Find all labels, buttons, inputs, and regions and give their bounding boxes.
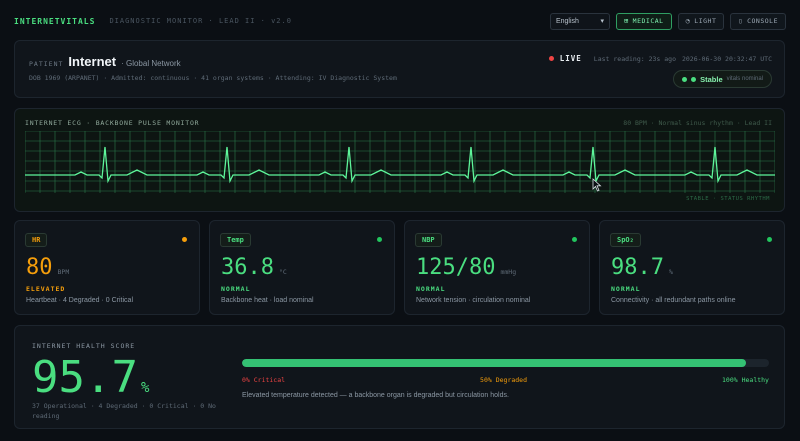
ecg-info: 80 BPM · Normal sinus rhythm · Lead II	[623, 119, 772, 127]
sun-icon: ◔	[685, 17, 691, 25]
medical-mode-button[interactable]: ⊞ MEDICAL	[615, 12, 672, 30]
ecg-title: INTERNET ECG · BACKBONE PULSE MONITOR	[25, 119, 200, 127]
vital-unit: %	[668, 268, 673, 276]
app-subtitle: DIAGNOSTIC MONITOR · LEAD II · v2.0	[109, 17, 292, 25]
health-score-unit: %	[140, 380, 150, 396]
vital-value-row: 80 BPM	[26, 255, 69, 280]
vital-badge: NBP	[415, 233, 442, 247]
health-score-card: INTERNET HEALTH SCORE 95.7 % 37 Operatio…	[14, 325, 785, 429]
language-select[interactable]: English ▾	[549, 12, 610, 30]
tick-degraded: 50% Degraded	[480, 376, 528, 384]
timestamp: 2026-06-30 20:32:47 UTC	[681, 54, 772, 63]
status-dot-icon	[682, 76, 688, 82]
ecg-watermark: STABLE · STATUS RHYTHM	[686, 196, 770, 202]
vital-badge: SpO₂	[610, 233, 641, 247]
health-score-value: 95.7	[32, 352, 138, 403]
last-reading: Last reading: 23s ago	[593, 54, 676, 63]
app-brand: INTERNETVITALS	[14, 16, 96, 26]
vital-description: Backbone heat · load nominal	[221, 297, 314, 304]
health-score: 95.7 %	[32, 352, 149, 403]
ecg-monitor: INTERNET ECG · BACKBONE PULSE MONITOR 80…	[14, 108, 785, 212]
status-dot-icon-2	[691, 76, 697, 82]
vital-description: Network tension · circulation nominal	[416, 297, 531, 304]
vital-badge: Temp	[220, 233, 251, 247]
light-label: LIGHT	[694, 17, 717, 25]
ecg-trace	[25, 146, 775, 184]
health-title: INTERNET HEALTH SCORE	[32, 342, 136, 350]
health-counts: 37 Operational · 4 Degraded · 0 Critical…	[32, 402, 216, 420]
vital-status: NORMAL	[611, 285, 641, 293]
tick-critical: 0% Critical	[242, 376, 286, 384]
status-badge: Stable vitals nominal	[673, 70, 772, 88]
medical-label: MEDICAL	[632, 17, 664, 25]
tick-healthy: 100% Healthy	[722, 376, 769, 384]
vital-status-dot-icon	[377, 237, 382, 242]
vital-value: 125/80	[416, 255, 496, 280]
vital-value: 98.7	[611, 255, 664, 280]
status-label: Stable	[700, 74, 723, 84]
grid-icon: ⊞	[623, 17, 629, 25]
vital-value-row: 36.8 °C	[221, 255, 287, 280]
vital-status-dot-icon	[767, 237, 772, 242]
vital-status-dot-icon	[182, 237, 187, 242]
vital-description: Heartbeat · 4 Degraded · 0 Critical	[26, 297, 133, 304]
vital-status: NORMAL	[416, 285, 446, 293]
live-dot-icon	[548, 56, 554, 61]
language-value: English	[555, 17, 579, 25]
vital-description: Connectivity · all redundant paths onlin…	[611, 297, 736, 304]
patient-subtitle: · Global Network	[121, 59, 181, 68]
patient-details: DOB 1969 (ARPANET) · Admitted: continuou…	[29, 74, 397, 82]
light-mode-button[interactable]: ◔ LIGHT	[677, 12, 725, 30]
vital-status: NORMAL	[221, 285, 251, 293]
vital-unit: BPM	[57, 268, 70, 276]
top-actions: English ▾ ⊞ MEDICAL ◔ LIGHT ▯ CONSOLE	[549, 12, 786, 30]
ecg-grid	[25, 131, 775, 193]
patient-card: PATIENT Internet · Global Network DOB 19…	[14, 40, 785, 98]
vital-status: ELEVATED	[26, 285, 66, 293]
health-message: Elevated temperature detected — a backbo…	[242, 392, 509, 399]
patient-label: PATIENT	[29, 60, 64, 68]
vital-value-row: 125/80 mmHg	[416, 255, 516, 280]
console-label: CONSOLE	[747, 17, 778, 25]
vital-unit: °C	[278, 268, 287, 276]
health-bar	[242, 359, 769, 367]
vital-card: Temp 36.8 °C NORMAL Backbone heat · load nom…	[209, 220, 395, 315]
vital-badge: HR	[25, 233, 48, 247]
vital-value: 80	[26, 255, 53, 280]
patient-header: PATIENT Internet · Global Network	[29, 54, 181, 69]
vital-card: HR 80 BPM ELEVATED Heartbeat · 4 Degraded · …	[14, 220, 200, 315]
vital-card: SpO₂ 98.7% NORMAL Connectivity · all redund…	[599, 220, 785, 315]
terminal-icon: ▯	[738, 17, 744, 25]
mouse-cursor-icon	[592, 178, 602, 192]
patient-name: Internet	[68, 54, 117, 69]
vital-unit: mmHg	[500, 268, 517, 276]
ecg-waveform	[25, 131, 775, 193]
vital-value: 36.8	[221, 255, 274, 280]
health-scale: 0% Critical 50% Degraded 100% Healthy	[242, 376, 769, 384]
console-button[interactable]: ▯ CONSOLE	[730, 12, 786, 30]
top-bar: INTERNETVITALS DIAGNOSTIC MONITOR · LEAD…	[14, 10, 786, 32]
status-sub: vitals nominal	[726, 76, 763, 82]
health-bar-fill	[242, 359, 747, 367]
vital-card: NBP 125/80 mmHg NORMAL Network tension · cir…	[404, 220, 590, 315]
live-indicator: LIVE Last reading: 23s ago 2026-06-30 20…	[548, 54, 772, 63]
vital-value-row: 98.7%	[611, 255, 673, 280]
chevron-down-icon: ▾	[600, 18, 604, 25]
vital-status-dot-icon	[572, 237, 577, 242]
live-label: LIVE	[559, 54, 582, 63]
